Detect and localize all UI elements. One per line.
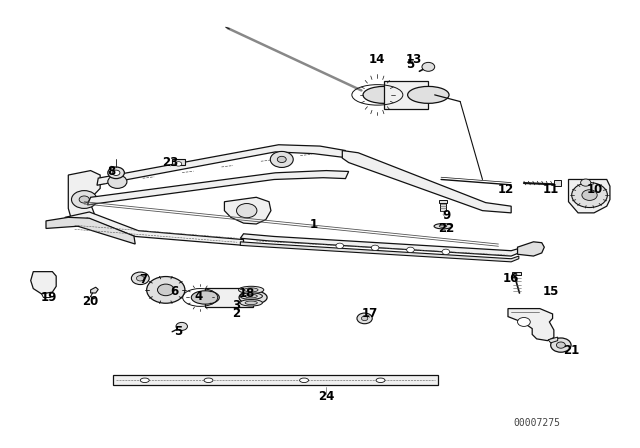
Bar <box>113 375 438 385</box>
Circle shape <box>550 338 571 352</box>
Circle shape <box>131 272 149 284</box>
Polygon shape <box>342 151 511 213</box>
Bar <box>440 201 445 211</box>
Text: 22: 22 <box>438 222 454 235</box>
Ellipse shape <box>140 378 149 383</box>
Circle shape <box>518 318 531 327</box>
Bar <box>512 271 521 275</box>
Circle shape <box>79 196 90 203</box>
Polygon shape <box>508 309 554 340</box>
Circle shape <box>572 183 607 207</box>
Polygon shape <box>384 81 428 109</box>
Text: 3: 3 <box>232 298 240 311</box>
Ellipse shape <box>240 300 262 306</box>
Polygon shape <box>97 145 346 185</box>
Circle shape <box>108 167 124 179</box>
Ellipse shape <box>434 224 452 229</box>
Circle shape <box>147 276 185 303</box>
Text: 6: 6 <box>171 285 179 298</box>
Circle shape <box>556 342 565 348</box>
Text: 12: 12 <box>498 183 514 196</box>
Circle shape <box>406 247 414 253</box>
Circle shape <box>422 62 435 71</box>
Circle shape <box>277 156 286 163</box>
Text: 17: 17 <box>362 307 378 320</box>
Ellipse shape <box>239 286 264 293</box>
Circle shape <box>442 249 450 254</box>
Circle shape <box>336 243 344 249</box>
Text: 13: 13 <box>406 53 422 66</box>
Text: 20: 20 <box>83 295 99 308</box>
Circle shape <box>357 313 372 324</box>
Ellipse shape <box>191 291 220 304</box>
Text: 16: 16 <box>503 272 519 285</box>
Circle shape <box>136 276 144 281</box>
Polygon shape <box>46 217 135 244</box>
Ellipse shape <box>245 301 257 305</box>
Ellipse shape <box>245 294 257 298</box>
Text: 18: 18 <box>239 287 255 300</box>
Ellipse shape <box>439 225 447 227</box>
Polygon shape <box>548 337 557 343</box>
Ellipse shape <box>408 86 449 103</box>
Text: 2: 2 <box>232 307 240 320</box>
Polygon shape <box>225 197 271 224</box>
Polygon shape <box>568 180 610 213</box>
Ellipse shape <box>244 288 258 292</box>
Text: 14: 14 <box>369 53 385 66</box>
Polygon shape <box>205 288 253 307</box>
Circle shape <box>112 170 120 176</box>
Ellipse shape <box>204 378 213 383</box>
Circle shape <box>108 175 127 188</box>
Circle shape <box>371 245 379 250</box>
Bar <box>439 200 447 202</box>
Text: 23: 23 <box>162 156 179 169</box>
Circle shape <box>270 151 293 168</box>
Polygon shape <box>68 171 100 226</box>
Text: 19: 19 <box>41 291 58 304</box>
Text: 7: 7 <box>139 273 147 286</box>
Text: 00007275: 00007275 <box>513 418 560 428</box>
Circle shape <box>72 190 97 208</box>
Text: 10: 10 <box>587 183 604 196</box>
Text: 8: 8 <box>107 165 115 178</box>
Text: 9: 9 <box>442 209 451 222</box>
Circle shape <box>362 316 368 321</box>
Circle shape <box>582 190 597 200</box>
Text: 5: 5 <box>175 325 182 338</box>
Ellipse shape <box>239 291 267 304</box>
Ellipse shape <box>240 293 262 299</box>
Polygon shape <box>241 242 519 262</box>
Polygon shape <box>65 212 244 246</box>
Circle shape <box>237 203 257 218</box>
Ellipse shape <box>363 86 404 103</box>
Polygon shape <box>31 271 56 294</box>
Ellipse shape <box>376 378 385 383</box>
Text: 21: 21 <box>564 345 580 358</box>
Circle shape <box>580 179 591 186</box>
Text: 24: 24 <box>318 390 335 403</box>
Circle shape <box>157 284 174 296</box>
Polygon shape <box>241 234 519 256</box>
Text: 11: 11 <box>543 183 559 196</box>
Text: 4: 4 <box>195 289 203 303</box>
Text: 5: 5 <box>406 58 415 71</box>
Bar <box>554 180 561 186</box>
Text: 15: 15 <box>543 285 559 298</box>
Ellipse shape <box>300 378 308 383</box>
Circle shape <box>175 162 182 166</box>
Polygon shape <box>91 287 99 293</box>
Polygon shape <box>88 171 349 205</box>
Bar <box>172 159 185 165</box>
Circle shape <box>176 323 188 331</box>
Text: 1: 1 <box>310 218 317 231</box>
Polygon shape <box>518 242 544 256</box>
